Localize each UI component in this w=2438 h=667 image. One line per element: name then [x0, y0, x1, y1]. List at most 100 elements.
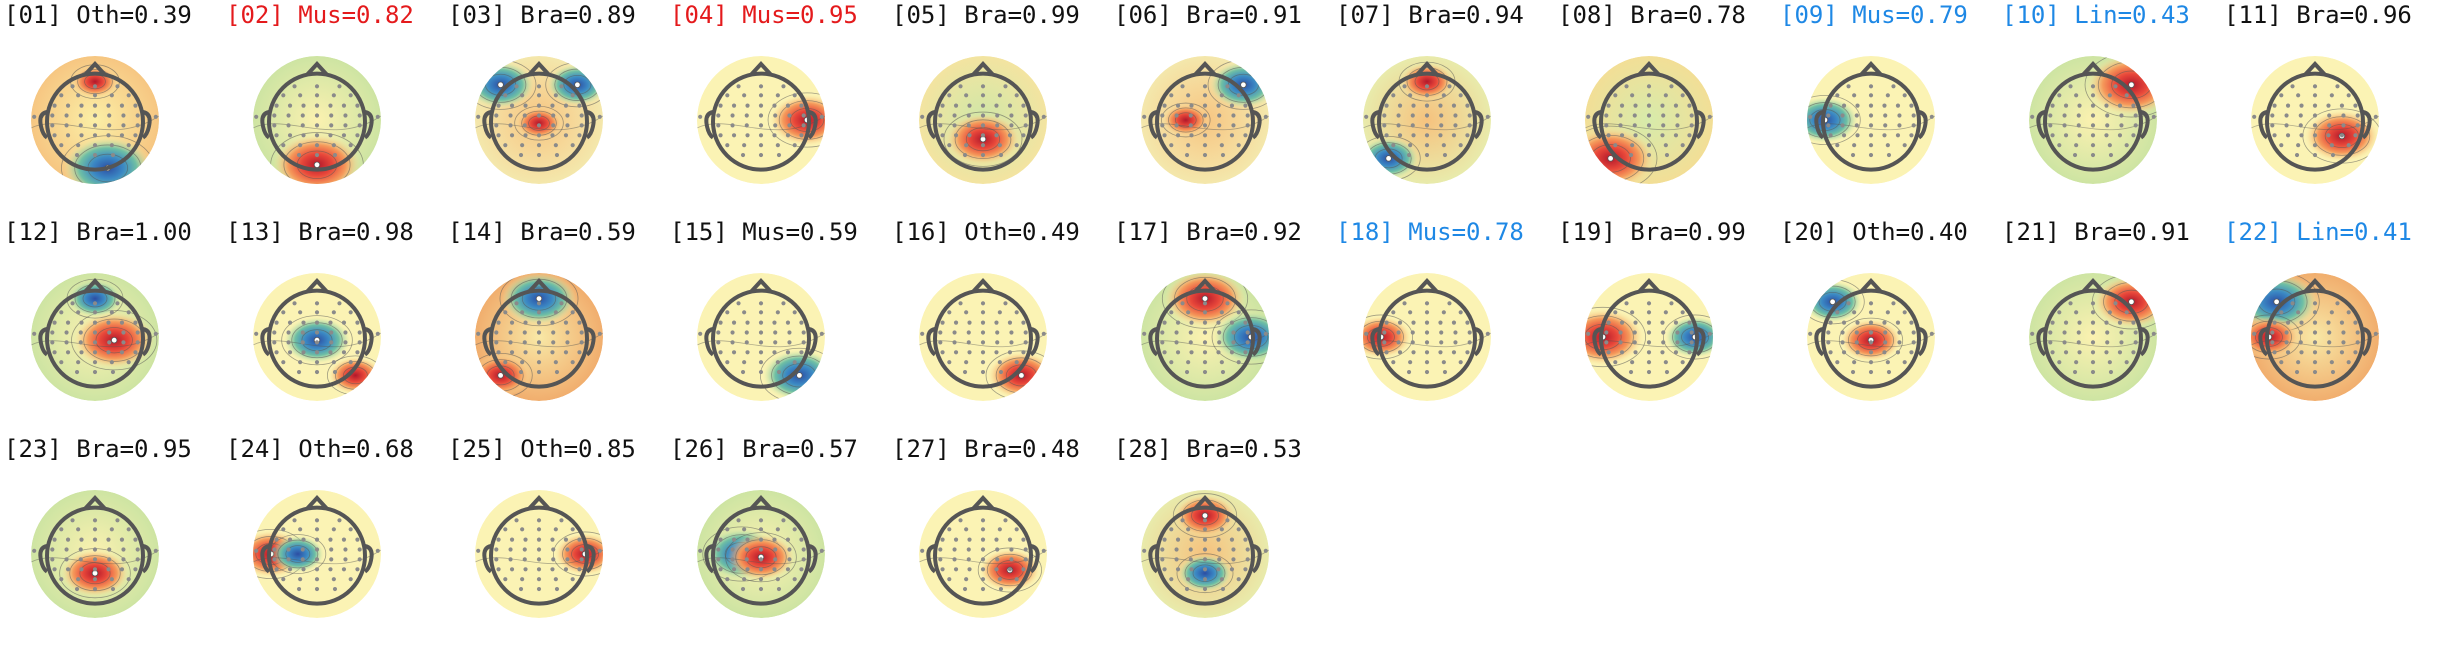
component-panel: [09] Mus=0.79	[1780, 2, 1980, 202]
component-label: [13] Bra=0.98	[226, 218, 414, 246]
scalp-topomap	[31, 56, 159, 184]
component-label: [07] Bra=0.94	[1336, 1, 1524, 29]
electrode-markers	[254, 518, 380, 592]
head-outline	[926, 61, 1040, 172]
scalp-topomap	[2029, 273, 2157, 401]
component-panel: [15] Mus=0.59	[670, 219, 870, 419]
head-outline	[704, 61, 818, 172]
head-outline	[38, 495, 152, 606]
scalp-topomap	[253, 490, 381, 618]
component-label: [15] Mus=0.59	[670, 218, 858, 246]
scalp-topomap	[1363, 56, 1491, 184]
component-label: [25] Oth=0.85	[448, 435, 636, 463]
electrode-markers	[2030, 301, 2156, 375]
head-outline	[38, 61, 152, 172]
electrode-markers	[32, 518, 158, 592]
component-panel: [17] Bra=0.92	[1114, 219, 1314, 419]
electrode-markers	[920, 84, 1046, 158]
head-outline	[2258, 278, 2372, 389]
component-label: [28] Bra=0.53	[1114, 435, 1302, 463]
head-outline	[1148, 61, 1262, 172]
component-panel: [03] Bra=0.89	[448, 2, 648, 202]
component-label: [27] Bra=0.48	[892, 435, 1080, 463]
positive-source-blob	[71, 65, 119, 98]
scalp-topomap	[1585, 273, 1713, 401]
component-panel: [25] Oth=0.85	[448, 436, 648, 636]
component-label: [18] Mus=0.78	[1336, 218, 1524, 246]
component-panel: [06] Bra=0.91	[1114, 2, 1314, 202]
component-panel: [27] Bra=0.48	[892, 436, 1092, 636]
component-panel: [23] Bra=0.95	[4, 436, 204, 636]
component-label: [19] Bra=0.99	[1558, 218, 1746, 246]
component-label: [11] Bra=0.96	[2224, 1, 2412, 29]
component-label: [23] Bra=0.95	[4, 435, 192, 463]
head-outline	[1370, 278, 1484, 389]
component-panel: [13] Bra=0.98	[226, 219, 426, 419]
component-label: [16] Oth=0.49	[892, 218, 1080, 246]
component-label: [20] Oth=0.40	[1780, 218, 1968, 246]
component-panel: [22] Lin=0.41	[2224, 219, 2424, 419]
electrode-markers	[2030, 84, 2156, 158]
electrode-markers	[920, 518, 1046, 592]
scalp-topomap	[1363, 273, 1491, 401]
component-label: [01] Oth=0.39	[4, 1, 192, 29]
scalp-topomap	[2029, 56, 2157, 184]
head-outline	[926, 278, 1040, 389]
head-outline	[482, 495, 596, 606]
electrode-markers	[920, 301, 1046, 375]
component-panel: [21] Bra=0.91	[2002, 219, 2202, 419]
head-outline	[2258, 61, 2372, 172]
electrode-markers	[254, 301, 380, 375]
head-outline	[2036, 61, 2150, 172]
head-outline	[1814, 61, 1928, 172]
electrode-markers	[2252, 84, 2378, 158]
component-panel: [19] Bra=0.99	[1558, 219, 1758, 419]
head-outline	[482, 61, 596, 172]
scalp-topomap	[697, 273, 825, 401]
electrode-markers	[1142, 84, 1268, 158]
component-panel: [24] Oth=0.68	[226, 436, 426, 636]
component-label: [26] Bra=0.57	[670, 435, 858, 463]
component-label: [21] Bra=0.91	[2002, 218, 2190, 246]
component-label: [05] Bra=0.99	[892, 1, 1080, 29]
positive-source-blob	[515, 107, 563, 140]
scalp-topomap	[475, 490, 603, 618]
head-outline	[260, 278, 374, 389]
negative-source-blob	[1178, 554, 1232, 592]
head-outline	[38, 278, 152, 389]
component-panel: [01] Oth=0.39	[4, 2, 204, 202]
component-label: [10] Lin=0.43	[2002, 1, 2190, 29]
electrode-markers	[1364, 301, 1490, 375]
component-label: [03] Bra=0.89	[448, 1, 636, 29]
positive-source-blob	[1162, 103, 1209, 137]
component-panel: [18] Mus=0.78	[1336, 219, 1536, 419]
component-label: [02] Mus=0.82	[226, 1, 414, 29]
scalp-topomap	[919, 273, 1047, 401]
scalp-topomap	[31, 490, 159, 618]
head-outline	[1370, 61, 1484, 172]
scalp-topomap	[475, 273, 603, 401]
component-label: [17] Bra=0.92	[1114, 218, 1302, 246]
head-outline	[704, 278, 818, 389]
scalp-topomap	[1141, 273, 1269, 401]
component-panel: [14] Bra=0.59	[448, 219, 648, 419]
head-outline	[260, 61, 374, 172]
electrode-markers	[476, 518, 602, 592]
scalp-topomap	[1807, 273, 1935, 401]
scalp-topomap	[2251, 273, 2379, 401]
component-panel: [20] Oth=0.40	[1780, 219, 1980, 419]
component-panel: [05] Bra=0.99	[892, 2, 1092, 202]
electrode-markers	[1808, 301, 1934, 375]
electrode-markers	[1808, 84, 1934, 158]
head-outline	[1148, 495, 1262, 606]
scalp-topomap	[253, 273, 381, 401]
electrode-markers	[1364, 84, 1490, 158]
electrode-markers	[476, 301, 602, 375]
component-panel: [10] Lin=0.43	[2002, 2, 2202, 202]
electrode-markers	[698, 301, 824, 375]
scalp-topomap	[253, 56, 381, 184]
component-panel: [12] Bra=1.00	[4, 219, 204, 419]
scalp-topomap	[31, 273, 159, 401]
scalp-topomap	[2251, 56, 2379, 184]
electrode-markers	[1586, 301, 1712, 375]
